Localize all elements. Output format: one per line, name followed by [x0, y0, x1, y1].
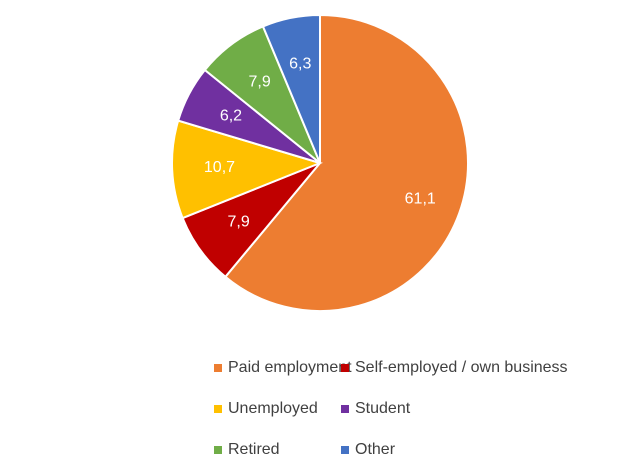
- pie-slice: [171, 119, 324, 220]
- legend-label: Paid employment: [228, 359, 352, 376]
- data-label: 6,2: [220, 107, 242, 124]
- legend-swatch: [341, 364, 349, 372]
- legend-label: Retired: [228, 441, 280, 458]
- legend-label: Unemployed: [228, 400, 318, 417]
- pie-slice: [223, 13, 469, 312]
- legend-swatch: [341, 446, 349, 454]
- legend-label: Self-employed / own business: [355, 359, 568, 376]
- legend-swatch: [214, 405, 222, 413]
- pie-slice: [261, 13, 321, 164]
- data-label: 61,1: [405, 190, 436, 207]
- legend-label: Student: [355, 400, 411, 417]
- legend-label: Other: [355, 441, 396, 458]
- legend-swatch: [214, 446, 222, 454]
- data-label: 6,3: [289, 56, 311, 73]
- data-label: 7,9: [228, 213, 250, 230]
- legend-swatch: [341, 405, 349, 413]
- data-label: 7,9: [249, 74, 271, 91]
- legend-swatch: [214, 364, 222, 372]
- data-label: 10,7: [204, 159, 235, 176]
